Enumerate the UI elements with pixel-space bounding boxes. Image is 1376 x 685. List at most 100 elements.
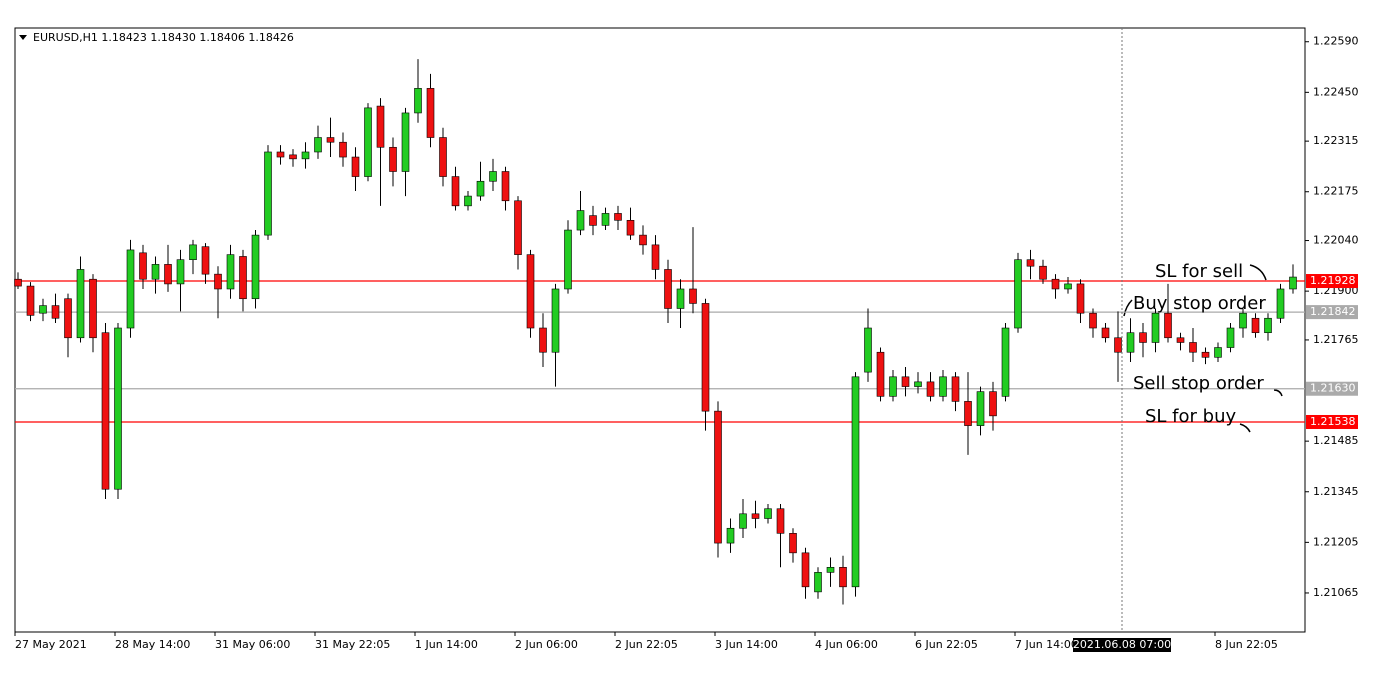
candle-body (739, 513, 747, 529)
candle-body (1151, 312, 1160, 343)
candle-body (64, 298, 72, 339)
price-tag-label: 1.21928 (1310, 274, 1356, 287)
candle-body (764, 508, 772, 519)
candle-body (714, 410, 722, 544)
candle-body (939, 376, 947, 397)
candle-body (1214, 347, 1222, 358)
candle-body (1026, 259, 1035, 267)
candle-body (89, 278, 97, 339)
candle-body (526, 254, 535, 329)
x-tick-label: 6 Jun 22:05 (915, 638, 978, 651)
candle-body (276, 151, 285, 158)
candle-body (1039, 265, 1047, 280)
candle-body (314, 137, 322, 153)
candle-body (464, 195, 472, 207)
candle-body (864, 327, 872, 373)
candle-body (351, 156, 360, 177)
candle-body (1239, 312, 1247, 329)
annotation: Sell stop order (1133, 373, 1264, 394)
candle-body (401, 112, 410, 172)
x-tick-label: 8 Jun 22:05 (1215, 638, 1278, 651)
y-tick-label: 1.22040 (1313, 234, 1359, 247)
price-tag (1306, 381, 1358, 396)
annotation: SL for buy (1145, 406, 1236, 427)
price-tag-label: 1.21842 (1310, 305, 1356, 318)
candle-body (814, 572, 822, 593)
candle-body (839, 566, 847, 588)
price-tag-label: 1.21538 (1310, 415, 1356, 428)
y-tick-label: 1.21485 (1313, 434, 1359, 447)
candle-body (514, 200, 522, 255)
candle-body (776, 508, 785, 534)
candle-body (951, 376, 960, 402)
chart-title: EURUSD,H1 1.18423 1.18430 1.18406 1.1842… (33, 31, 294, 44)
candle-body (901, 376, 910, 387)
price-tag (1306, 305, 1358, 320)
candle-body (1189, 342, 1197, 353)
candle-body (301, 151, 310, 160)
y-tick-label: 1.22450 (1313, 85, 1359, 98)
candle-body (789, 533, 797, 554)
candle-body (751, 513, 760, 519)
candle-body (964, 401, 972, 426)
candle-body (1089, 312, 1097, 329)
candle-body (264, 151, 272, 236)
candle-body (1101, 327, 1110, 339)
candle-body (1289, 276, 1297, 290)
y-tick-label: 1.21065 (1313, 586, 1359, 599)
x-tick-label: 3 Jun 14:00 (715, 638, 778, 651)
candle-body (651, 244, 660, 270)
candle-body (726, 527, 735, 544)
candle-body (1164, 312, 1172, 339)
candle-body (801, 552, 810, 588)
candle-body (826, 566, 835, 573)
candle-body (889, 376, 897, 397)
y-tick-label: 1.22175 (1313, 185, 1359, 198)
candle-body (364, 107, 372, 177)
crosshair-tag (1073, 638, 1171, 652)
candle-body (201, 246, 210, 275)
candle-body (39, 305, 47, 314)
candle-body (976, 391, 985, 426)
candle-body (239, 256, 247, 300)
y-tick-label: 1.22590 (1313, 35, 1359, 48)
candle-body (1201, 351, 1210, 358)
candle-body (914, 381, 922, 387)
candle-body (1076, 283, 1085, 314)
crosshair-label: 2021.06.08 07:00 (1073, 638, 1171, 651)
candle-body (539, 327, 547, 353)
plot-frame (14, 27, 1306, 633)
candle-body (1226, 327, 1235, 348)
candle-body (339, 141, 347, 158)
candle-body (1064, 283, 1072, 290)
candle-body (701, 303, 710, 412)
menu-arrow[interactable] (19, 35, 27, 40)
candle-body (151, 264, 160, 280)
candle-body (626, 219, 635, 236)
candle-body (14, 278, 22, 287)
candle-body (289, 154, 297, 160)
x-tick-label: 1 Jun 14:00 (415, 638, 478, 651)
y-tick-label: 1.21205 (1313, 535, 1359, 548)
y-tick-label: 1.21765 (1313, 333, 1359, 346)
candle-body (614, 213, 622, 221)
annotation: SL for sell (1155, 261, 1243, 282)
candle-body (1126, 332, 1135, 353)
candle-body (851, 376, 860, 588)
candle-body (576, 210, 585, 231)
annotation: Buy stop order (1133, 293, 1266, 314)
x-tick-label: 2 Jun 22:05 (615, 638, 678, 651)
candle-body (164, 264, 172, 285)
x-tick-label: 31 May 06:00 (215, 638, 290, 651)
x-tick-label: 31 May 22:05 (315, 638, 390, 651)
x-tick-label: 27 May 2021 (15, 638, 87, 651)
y-tick-label: 1.21345 (1313, 485, 1359, 498)
candle-body (1001, 327, 1010, 397)
candle-body (564, 229, 572, 290)
candle-body (1276, 288, 1285, 319)
candle-body (414, 88, 422, 114)
candle-body (139, 252, 147, 280)
candle-body (76, 269, 85, 339)
candle-body (926, 381, 935, 397)
